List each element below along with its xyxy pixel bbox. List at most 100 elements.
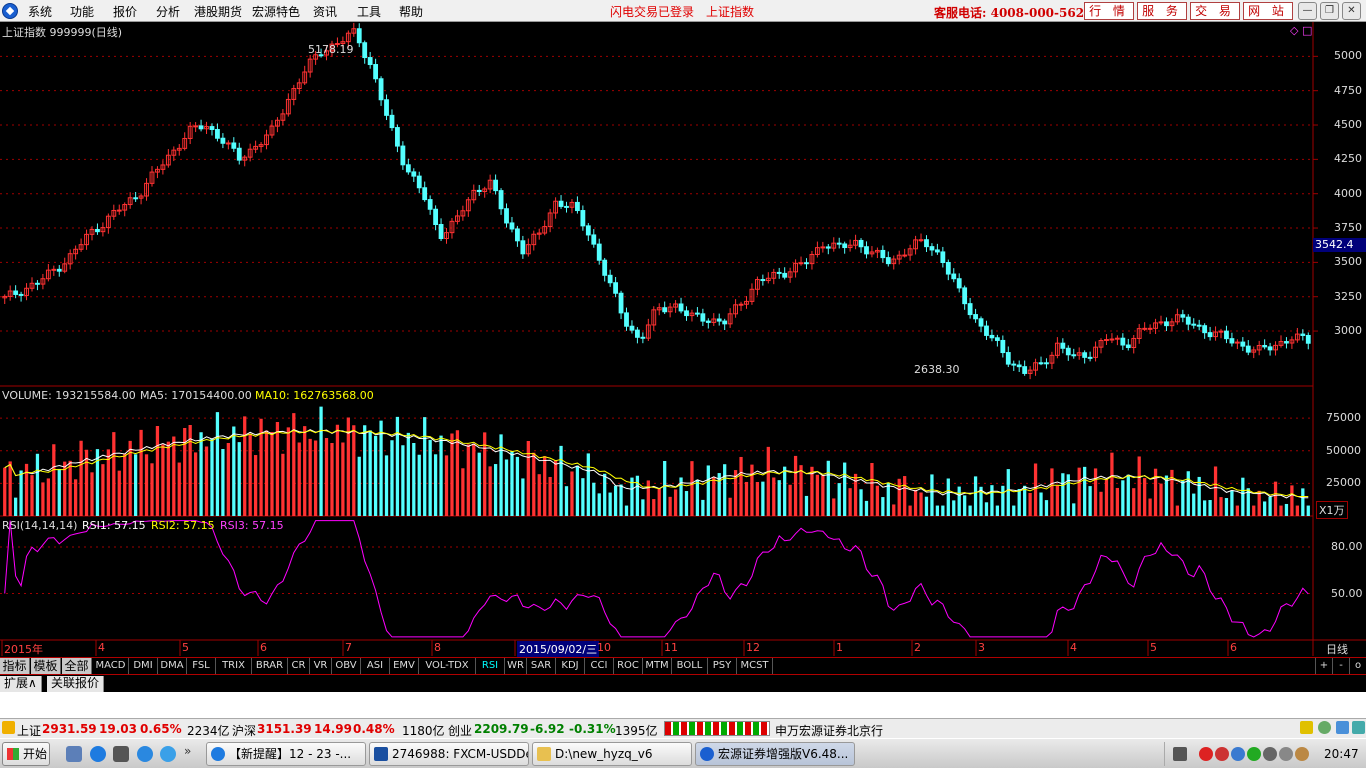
indicator-tab[interactable]: EMV bbox=[390, 658, 419, 674]
indicator-tab[interactable]: PSY bbox=[708, 658, 737, 674]
website-button[interactable]: 网 站 bbox=[1243, 2, 1293, 20]
chart-area[interactable]: 上证指数 999999(日线) ◇ □ 5178.19 2638.30 5000… bbox=[0, 22, 1366, 657]
sh-price: 2931.59 bbox=[42, 722, 97, 736]
candle-body bbox=[820, 246, 826, 249]
candle-body bbox=[874, 249, 880, 253]
indicator-tab[interactable]: KDJ bbox=[556, 658, 585, 674]
indicator-tab[interactable]: MCST bbox=[737, 658, 773, 674]
candle-body bbox=[204, 126, 209, 130]
indicator-tab[interactable]: BRAR bbox=[252, 658, 288, 674]
lock-icon[interactable] bbox=[1336, 721, 1349, 734]
volume-icon[interactable] bbox=[1279, 747, 1293, 761]
indicator-tab[interactable]: OBV bbox=[332, 658, 361, 674]
rsi-line bbox=[4, 520, 1309, 638]
indicator-tab[interactable]: ASI bbox=[361, 658, 390, 674]
browser-icon[interactable] bbox=[137, 746, 153, 762]
menu-system[interactable]: 系统 bbox=[28, 5, 53, 19]
indicator-tab[interactable]: WR bbox=[505, 658, 527, 674]
update-icon[interactable] bbox=[1295, 747, 1309, 761]
indicator-tab[interactable]: BOLL bbox=[672, 658, 708, 674]
indicator-tab[interactable]: MACD bbox=[93, 658, 129, 674]
chart-settings-icon[interactable]: ◇ □ bbox=[1290, 24, 1313, 37]
notice-icon[interactable] bbox=[1300, 721, 1313, 734]
indicator-tab[interactable]: SAR bbox=[527, 658, 556, 674]
candle-body bbox=[187, 125, 193, 139]
more-quicklaunch-icon[interactable]: » bbox=[184, 744, 192, 758]
candle-body bbox=[885, 257, 891, 265]
date-tick-label: 11 bbox=[664, 641, 678, 654]
restore-icon[interactable]: ❐ bbox=[1320, 2, 1339, 20]
task-fxcm-window[interactable]: 2746988: FXCM-USDDe... bbox=[369, 742, 529, 766]
tab-control-button[interactable]: + bbox=[1315, 658, 1332, 674]
task-ie-window[interactable]: 【新提醒】12 - 23 -... bbox=[206, 742, 366, 766]
rsi1-label: RSI1: 57.15 bbox=[82, 519, 146, 532]
network-icon[interactable] bbox=[1263, 747, 1277, 761]
candle-body bbox=[18, 293, 24, 296]
tab-group[interactable]: 模板 bbox=[31, 658, 61, 674]
candle-body bbox=[509, 222, 515, 230]
sh-name: 上证 bbox=[17, 724, 42, 738]
security-icon[interactable] bbox=[1215, 747, 1229, 761]
show-desktop-icon[interactable] bbox=[66, 746, 82, 762]
antivirus-icon[interactable] bbox=[1247, 747, 1261, 761]
indicator-tab[interactable]: RSI bbox=[476, 658, 505, 674]
menu-news[interactable]: 资讯 bbox=[313, 5, 338, 19]
candle-body bbox=[449, 220, 455, 234]
indicator-tab[interactable]: VOL-TDX bbox=[419, 658, 476, 674]
menu-tools[interactable]: 工具 bbox=[357, 5, 382, 19]
trade-button[interactable]: 交 易 bbox=[1190, 2, 1240, 20]
candle-body bbox=[913, 239, 918, 250]
start-button[interactable]: 开始 bbox=[2, 742, 50, 766]
candle-body bbox=[896, 254, 902, 260]
qq-icon[interactable] bbox=[160, 746, 176, 762]
menu-help[interactable]: 帮助 bbox=[399, 5, 424, 19]
candle-body bbox=[569, 201, 575, 208]
menu-function[interactable]: 功能 bbox=[70, 5, 95, 19]
kline-chart-svg[interactable] bbox=[0, 22, 1366, 656]
service-button[interactable]: 服 务 bbox=[1137, 2, 1187, 20]
period-label[interactable]: 日线 bbox=[1326, 643, 1348, 656]
candle-body bbox=[253, 145, 259, 150]
window-switch-icon[interactable] bbox=[113, 746, 129, 762]
menu-analysis[interactable]: 分析 bbox=[156, 5, 181, 19]
candle-body bbox=[367, 57, 373, 66]
task-hongyuan-window[interactable]: 宏源证券增强版V6.48... bbox=[695, 742, 855, 766]
tab-control-button[interactable]: o bbox=[1349, 658, 1366, 674]
candle-body bbox=[771, 271, 777, 279]
candle-body bbox=[1022, 366, 1028, 374]
tab-control-button[interactable]: - bbox=[1332, 658, 1349, 674]
expand-button[interactable]: 扩展∧ bbox=[0, 676, 42, 692]
ie-icon[interactable] bbox=[90, 746, 106, 762]
market-button[interactable]: 行 情 bbox=[1084, 2, 1134, 20]
date-tick-label: 1 bbox=[836, 641, 843, 654]
tab-group[interactable]: 指标 bbox=[0, 658, 30, 674]
hs-amount: 1180亿 bbox=[402, 724, 445, 738]
flash-trade-status[interactable]: 闪电交易已登录 bbox=[610, 5, 695, 19]
indicator-tab[interactable]: TRIX bbox=[216, 658, 252, 674]
menu-hongyuan-special[interactable]: 宏源特色 bbox=[252, 5, 301, 19]
candle-body bbox=[1098, 340, 1104, 348]
indicator-tab[interactable]: CCI bbox=[585, 658, 614, 674]
close-icon[interactable]: ✕ bbox=[1342, 2, 1361, 20]
indicator-tab[interactable]: ROC bbox=[614, 658, 643, 674]
indicator-tab[interactable]: DMA bbox=[158, 658, 187, 674]
shield-icon[interactable] bbox=[1231, 747, 1245, 761]
minimize-icon[interactable]: — bbox=[1298, 2, 1317, 20]
indicator-tab[interactable]: DMI bbox=[129, 658, 158, 674]
status-indicator-icon[interactable] bbox=[2, 721, 15, 734]
indicator-tab[interactable]: MTM bbox=[643, 658, 672, 674]
input-method-icon[interactable] bbox=[1199, 747, 1213, 761]
candle-body bbox=[176, 147, 182, 151]
volume-tick-label: 75000 bbox=[1326, 411, 1361, 425]
menu-hk-futures[interactable]: 港股期货 bbox=[194, 5, 243, 19]
keyboard-icon[interactable] bbox=[1173, 747, 1187, 761]
indicator-tab[interactable]: VR bbox=[310, 658, 332, 674]
indicator-tab[interactable]: FSL bbox=[187, 658, 216, 674]
menu-quote[interactable]: 报价 bbox=[113, 5, 138, 19]
tab-group[interactable]: 全部 bbox=[62, 658, 92, 674]
app-logo-icon[interactable] bbox=[2, 3, 18, 19]
related-quote-button[interactable]: 关联报价 bbox=[47, 676, 105, 692]
date-tick-label: 2015年 bbox=[4, 643, 43, 656]
task-folder-window[interactable]: D:\new_hyzq_v6 bbox=[532, 742, 692, 766]
indicator-tab[interactable]: CR bbox=[288, 658, 310, 674]
